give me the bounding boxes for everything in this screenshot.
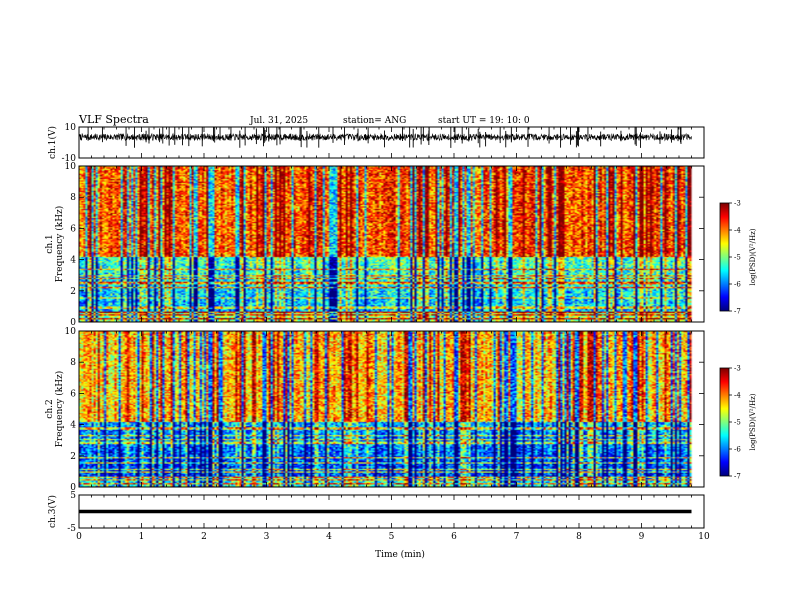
- ch2-spectrogram-ytick-label: 6: [70, 389, 76, 399]
- header-start-time: start UT = 19: 10: 0: [438, 116, 530, 126]
- ch2-spectrogram-colorbar-label: log(PSD)(V²/Hz): [749, 393, 757, 450]
- ch2-colorbar: -3 -4 -5 -6 -7 log(PSD)(V²/Hz): [719, 365, 757, 481]
- x-tick-label: 7: [514, 532, 520, 542]
- ch1-spectrogram-ytick-label: 6: [70, 224, 76, 234]
- ch3-waveform-ytick-label: -5: [67, 524, 76, 534]
- ch1-spectrogram-ytick-label: 10: [65, 162, 77, 172]
- ch2-spectrogram-colorbar-tick-label: -5: [734, 419, 741, 427]
- ch2-spectrogram-ylabel: ch.2Frequency (kHz): [45, 371, 65, 448]
- ch1-spectrogram-colorbar-tick-label: -6: [734, 281, 741, 289]
- header-date: Jul. 31, 2025: [249, 116, 308, 126]
- ch2-spectrogram-colorbar-tick-label: -6: [734, 446, 741, 454]
- x-tick-label: 8: [576, 532, 582, 542]
- ch3-waveform-ytick-label: 5: [70, 491, 76, 501]
- ch1-spectrogram-colorbar-label: log(PSD)(V²/Hz): [749, 228, 757, 285]
- x-tick-label: 3: [264, 532, 270, 542]
- ch1-spectrogram-colorbar-tick-label: -3: [734, 200, 741, 208]
- ch2-spectrogram-panel: 0 2 4 6 8 10 ch.2Frequency (kHz): [45, 327, 705, 493]
- ch1-colorbar: -3 -4 -5 -6 -7 log(PSD)(V²/Hz): [719, 200, 757, 316]
- ch2-spectrogram-ytick-label: 0: [70, 483, 76, 493]
- ch1-spectrogram-colorbar-tick-label: -7: [734, 308, 741, 316]
- ch1-waveform-panel: 10 -10 ch.1(V): [47, 123, 705, 164]
- ch2-colorbar-image: [720, 368, 729, 476]
- ch2-spectrogram-ytick-label: 2: [70, 452, 76, 462]
- ch1-trace: [78, 132, 692, 142]
- ch1-spectrogram-colorbar-tick-label: -5: [734, 254, 741, 262]
- ch2-spectrogram-colorbar-tick-label: -7: [734, 473, 741, 481]
- x-tick-label: 10: [698, 532, 710, 542]
- x-tick-label: 1: [139, 532, 145, 542]
- ch1-spectrogram-ylabel: ch.1Frequency (kHz): [45, 206, 65, 283]
- x-tick-label: 2: [201, 532, 207, 542]
- ch1-waveform-ytick-label: 10: [65, 123, 77, 133]
- ch1-spectrogram-image: [79, 166, 704, 322]
- ch1-waveform-ytick-label: -10: [62, 154, 77, 164]
- header-station: station= ANG: [343, 116, 406, 126]
- figure-title: VLF Spectra: [78, 113, 149, 126]
- ch1-spectrogram-ytick-label: 0: [70, 318, 76, 328]
- ch1-colorbar-image: [720, 203, 729, 311]
- ch2-spectrogram-image: [79, 331, 704, 487]
- x-tick-label: 0: [76, 532, 82, 542]
- ch1-spectrogram-colorbar-tick-label: -4: [734, 227, 741, 235]
- x-tick-label: 9: [639, 532, 645, 542]
- x-tick-label: 5: [389, 532, 395, 542]
- ch2-spectrogram-colorbar-tick-label: -4: [734, 392, 741, 400]
- ch1-spectrogram-ytick-label: 4: [70, 256, 76, 266]
- ch1-spectrogram-ytick-label: 2: [70, 287, 76, 297]
- x-axis-label: Time (min): [375, 549, 425, 560]
- ch2-spectrogram-colorbar-tick-label: -3: [734, 365, 741, 373]
- ch2-spectrogram-ytick-label: 4: [70, 421, 76, 431]
- ch1-spectrogram-panel: 0 2 4 6 8 10 ch.1Frequency (kHz): [45, 162, 705, 328]
- ch2-spectrogram-ytick-label: 8: [70, 358, 76, 368]
- x-tick-label: 4: [326, 532, 332, 542]
- ch3-waveform-ylabel: ch.3(V): [47, 495, 58, 528]
- ch1-spectrogram-ytick-label: 8: [70, 193, 76, 203]
- ch2-spectrogram-ytick-label: 10: [65, 327, 77, 337]
- ch3-waveform-panel: 0 1 2 3 4 5 6 7 8 9 10 5 -5 ch.3(V): [47, 491, 710, 542]
- ch1-waveform-ylabel: ch.1(V): [47, 126, 58, 159]
- x-tick-label: 6: [451, 532, 457, 542]
